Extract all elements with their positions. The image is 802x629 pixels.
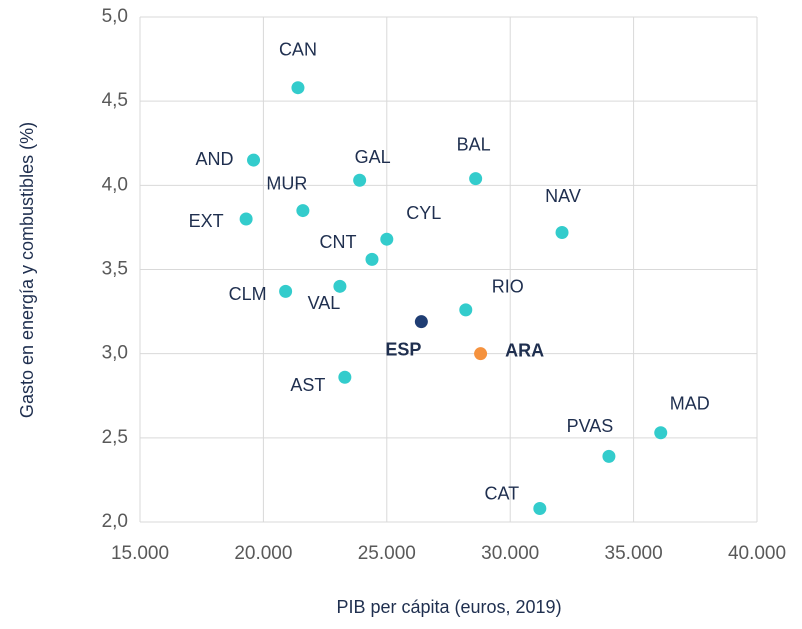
point [338, 370, 352, 384]
point [239, 212, 253, 226]
point-label: BAL [457, 134, 491, 154]
y-tick-label: 5,0 [102, 6, 128, 27]
point [654, 426, 668, 440]
point [469, 172, 483, 186]
x-tick-label: 20.000 [234, 543, 292, 564]
point-label: ARA [505, 340, 544, 360]
point [555, 225, 569, 239]
y-tick-label: 4,5 [102, 90, 128, 111]
point-label: MUR [266, 173, 307, 193]
point-label: AND [196, 149, 234, 169]
y-tick-label: 3,0 [102, 343, 128, 364]
point-label: AST [290, 375, 325, 395]
x-tick-label: 30.000 [481, 543, 539, 564]
x-tick-label: 40.000 [728, 543, 786, 564]
point [474, 347, 488, 361]
point-label: CAT [484, 483, 519, 503]
point-label: VAL [308, 293, 341, 313]
point-label: NAV [545, 186, 581, 206]
point [414, 315, 428, 329]
point-label: ESP [385, 339, 421, 359]
point [291, 81, 305, 95]
point-label: EXT [189, 211, 224, 231]
point-label: MAD [670, 394, 710, 414]
point-label: CLM [229, 284, 267, 304]
point [602, 449, 616, 463]
point [533, 502, 547, 516]
y-tick-label: 2,5 [102, 427, 128, 448]
point [333, 279, 347, 293]
point [380, 232, 394, 246]
y-axis-title: Gasto en energía y combustibles (%) [17, 122, 37, 418]
y-tick-label: 2,0 [102, 511, 128, 532]
y-tick-label: 3,5 [102, 259, 128, 280]
point [247, 153, 261, 167]
point-label: CNT [319, 232, 356, 252]
x-tick-label: 35.000 [605, 543, 663, 564]
point [365, 252, 379, 266]
point-label: GAL [355, 147, 391, 167]
point [459, 303, 473, 317]
point [296, 204, 310, 218]
point-label: CAN [279, 39, 317, 59]
point-label: RIO [492, 277, 524, 297]
x-axis-title: PIB per cápita (euros, 2019) [336, 597, 561, 617]
x-tick-label: 25.000 [358, 543, 416, 564]
y-tick-label: 4,0 [102, 174, 128, 195]
point [279, 284, 293, 298]
point-label: CYL [406, 203, 441, 223]
point-label: PVAS [567, 416, 614, 436]
x-tick-label: 15.000 [111, 543, 169, 564]
point [353, 173, 367, 187]
